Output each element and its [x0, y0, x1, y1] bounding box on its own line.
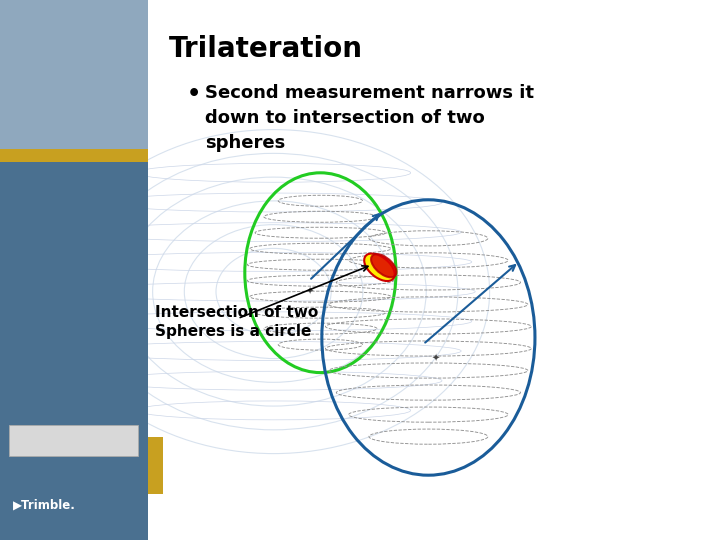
Bar [0, 162, 148, 540]
Text: Intersection of two
Spheres is a circle: Intersection of two Spheres is a circle [155, 305, 318, 339]
Text: ▶Trimble.: ▶Trimble. [13, 498, 76, 511]
Text: •: • [187, 84, 202, 104]
Text: Second measurement narrows it
down to intersection of two
spheres: Second measurement narrows it down to in… [205, 84, 534, 152]
Text: ✦: ✦ [305, 287, 314, 296]
Bar [0, 148, 148, 162]
Text: Trilateration: Trilateration [169, 35, 363, 63]
Bar [148, 437, 163, 494]
Bar [9, 425, 138, 456]
Text: ✦: ✦ [431, 354, 440, 364]
Bar [0, 0, 148, 148]
Ellipse shape [364, 254, 395, 281]
Ellipse shape [371, 254, 397, 277]
